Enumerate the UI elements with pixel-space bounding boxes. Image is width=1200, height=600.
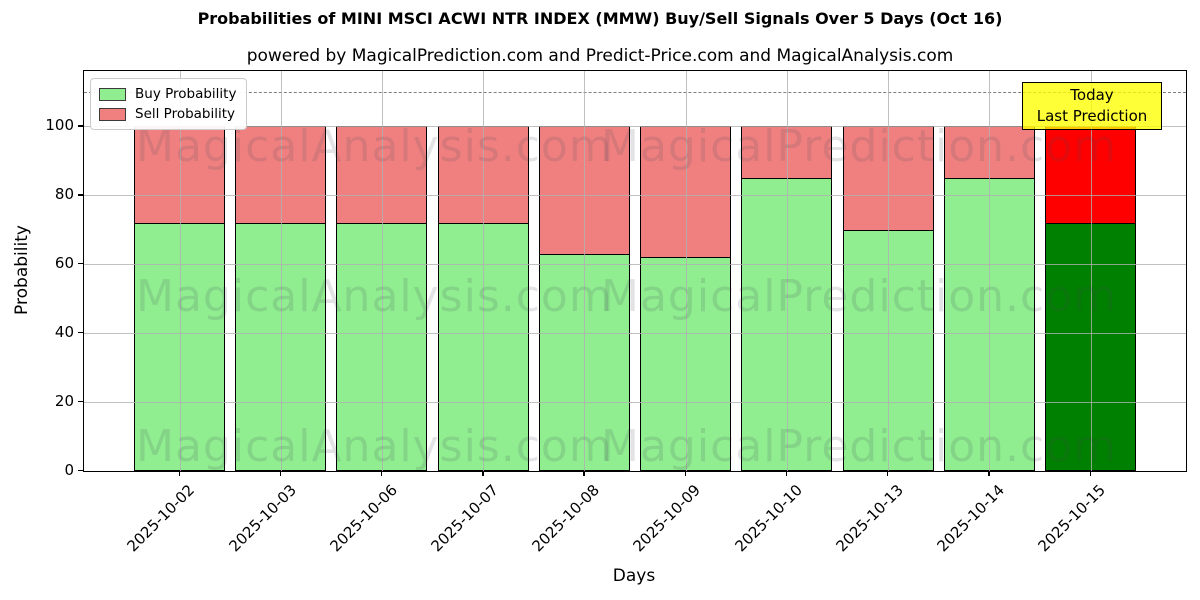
y-tick-label: 20	[54, 392, 74, 411]
x-tick-mark	[178, 471, 180, 476]
watermark-prediction: MagicalPrediction.com	[601, 271, 1117, 322]
x-gridline	[685, 71, 687, 471]
x-tick-mark	[684, 471, 686, 476]
today-annotation-line2: Last Prediction	[1036, 107, 1148, 125]
legend-swatch-sell	[99, 107, 126, 121]
y-gridline	[84, 333, 1186, 335]
x-tick-label: 2025-10-06	[326, 481, 401, 556]
watermark-prediction: MagicalPrediction.com	[601, 421, 1117, 472]
x-tick-label: 2025-10-03	[225, 481, 300, 556]
legend-entry-buy: Buy Probability	[99, 84, 236, 104]
x-gridline	[1090, 71, 1092, 471]
x-tick-mark	[279, 471, 282, 476]
today-annotation: Today Last Prediction	[1022, 82, 1162, 130]
y-gridline	[84, 402, 1186, 404]
y-gridline	[84, 126, 1186, 128]
x-tick-mark	[887, 471, 889, 476]
x-gridline	[483, 71, 485, 471]
y-tick-mark	[78, 263, 83, 265]
x-tick-label: 2025-10-14	[933, 481, 1009, 556]
x-gridline	[584, 71, 586, 471]
x-tick-label: 2025-10-15	[1034, 481, 1110, 556]
y-gridline	[84, 264, 1186, 266]
x-tick-mark	[583, 471, 585, 476]
x-gridline	[786, 71, 788, 471]
y-tick-label: 100	[45, 116, 74, 135]
x-tick-label: 2025-10-08	[528, 481, 604, 556]
x-tick-label: 2025-10-02	[123, 481, 199, 556]
x-tick-mark	[1089, 471, 1091, 476]
plot-area: Buy Probability Sell Probability Today L…	[83, 70, 1187, 472]
x-axis-label: Days	[612, 566, 656, 586]
y-tick-label: 60	[54, 254, 74, 273]
watermark-analysis: MagicalAnalysis.com	[136, 421, 613, 472]
x-gridline	[888, 71, 890, 471]
y-tick-mark	[78, 470, 83, 472]
x-tick-mark	[482, 471, 484, 476]
today-annotation-line1: Today	[1070, 86, 1114, 104]
x-gridline	[381, 71, 383, 471]
threshold-dashed-line	[84, 91, 1186, 93]
legend-label-buy: Buy Probability	[135, 86, 237, 102]
y-tick-mark	[78, 401, 83, 403]
legend-swatch-buy	[99, 87, 126, 101]
legend: Buy Probability Sell Probability	[90, 78, 248, 130]
y-tick-mark	[78, 332, 83, 334]
legend-entry-sell: Sell Probability	[99, 104, 236, 124]
legend-label-sell: Sell Probability	[135, 106, 236, 122]
watermark-analysis: MagicalAnalysis.com	[136, 271, 613, 322]
x-tick-label: 2025-10-07	[427, 481, 502, 556]
x-gridline	[179, 71, 181, 471]
y-tick-mark	[78, 125, 83, 127]
x-tick-mark	[988, 471, 990, 476]
x-tick-mark	[785, 471, 788, 476]
x-gridline	[989, 71, 991, 471]
x-tick-label: 2025-10-09	[629, 481, 705, 556]
x-gridline	[280, 71, 282, 471]
x-tick-mark	[380, 471, 383, 476]
y-gridline	[84, 195, 1186, 197]
chart-subtitle: powered by MagicalPrediction.com and Pre…	[246, 46, 954, 66]
chart-title: Probabilities of MINI MSCI ACWI NTR INDE…	[197, 9, 1003, 28]
x-tick-label: 2025-10-10	[731, 481, 806, 556]
y-tick-label: 0	[64, 461, 74, 479]
y-tick-mark	[78, 194, 83, 196]
y-tick-label: 40	[54, 323, 74, 342]
x-tick-label: 2025-10-13	[832, 481, 907, 556]
y-tick-label: 80	[54, 185, 74, 204]
